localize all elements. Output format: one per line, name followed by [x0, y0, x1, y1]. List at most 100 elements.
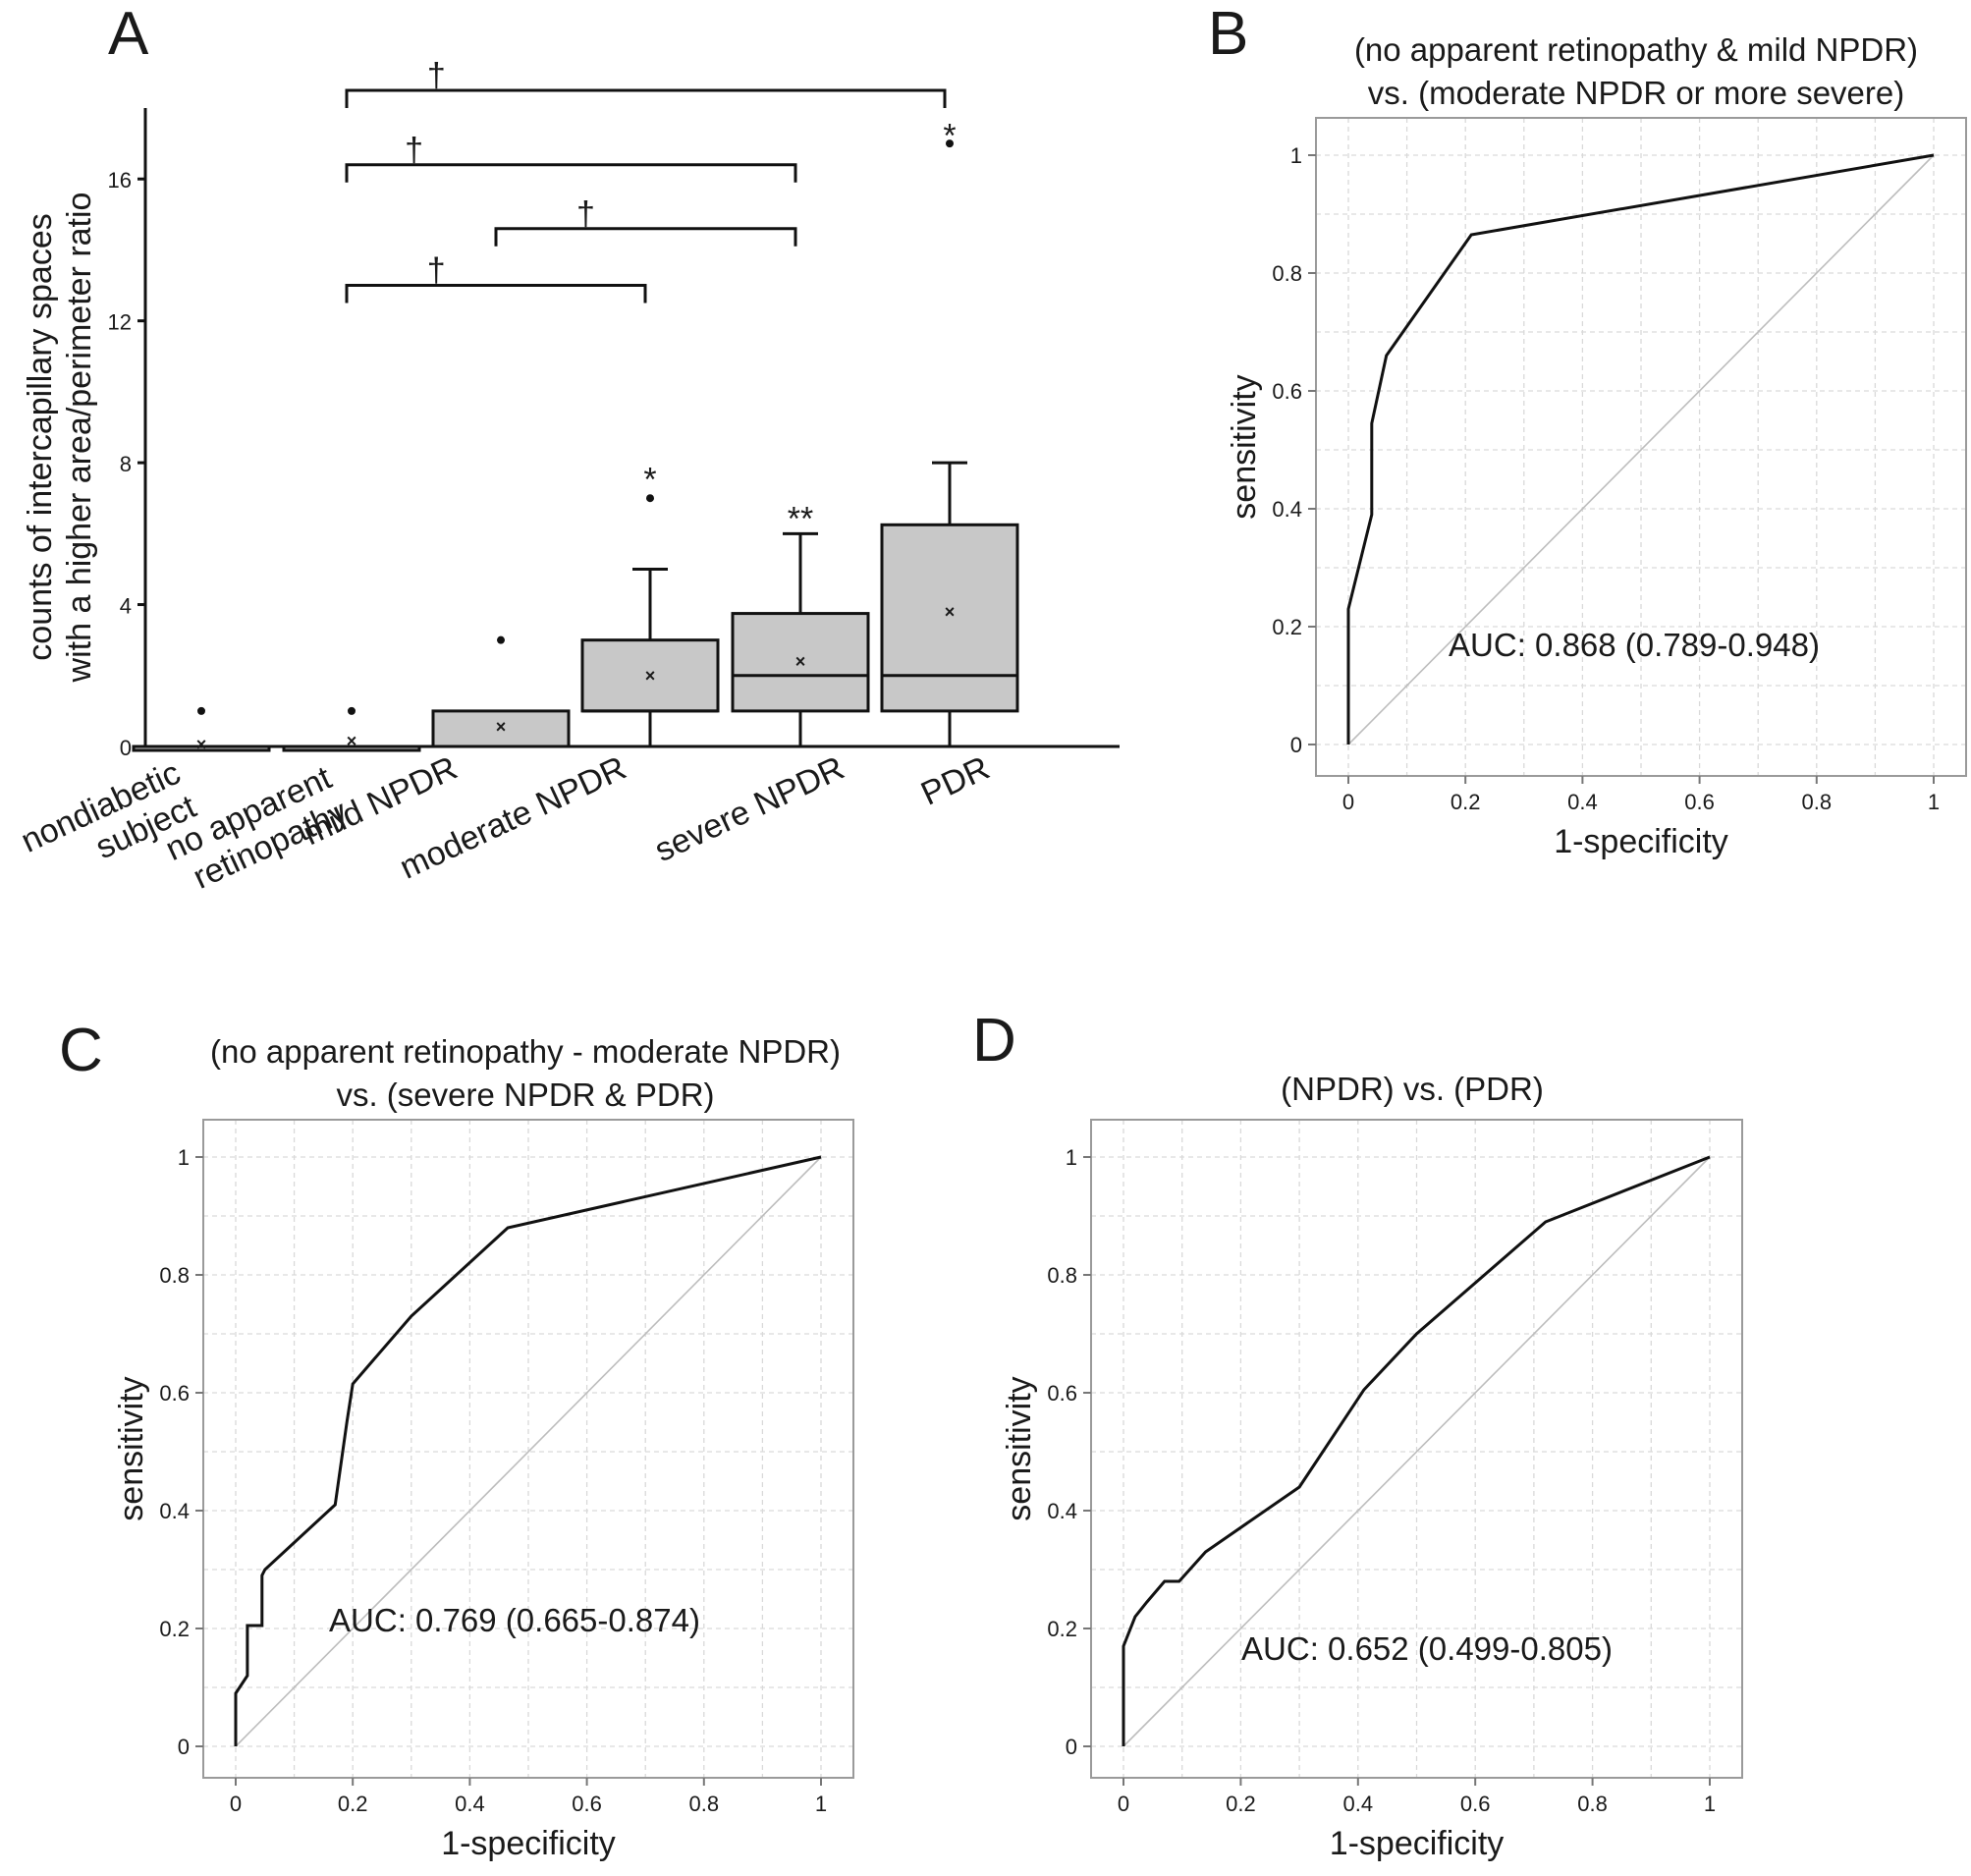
outlier-annotation-2: * [943, 117, 956, 154]
reference-diagonal [235, 1156, 822, 1747]
category-label-5: PDR [915, 749, 995, 813]
x-tick-label-1: 0.2 [1226, 1792, 1256, 1816]
x-tick-label-5: 1 [815, 1792, 827, 1816]
y-tick-label-3: 0.6 [1047, 1381, 1077, 1406]
y-tick-label-5: 1 [1066, 1145, 1077, 1170]
panel-c-letter: C [59, 1017, 103, 1084]
y-tick-label-2: 0.4 [159, 1499, 190, 1523]
box-5-iqr [880, 523, 1019, 713]
box-5-mean-marker: × [945, 602, 956, 622]
auc-label: AUC: 0.652 (0.499-0.805) [1241, 1630, 1613, 1667]
x-tick-label-0: 0 [1342, 790, 1354, 814]
x-tick-label-4: 0.8 [1577, 1792, 1608, 1816]
x-tick-label-4: 0.8 [1802, 790, 1833, 814]
comparison-symbol-2: † [576, 195, 595, 233]
box-5: × [880, 139, 1019, 748]
y-tick-label-5: 1 [178, 1145, 190, 1170]
panel-a-ytick-label-4: 16 [108, 168, 132, 193]
y-tick-label-4: 0.8 [1047, 1263, 1077, 1288]
box-2-iqr [431, 709, 571, 748]
box-4-mean-marker: × [795, 651, 806, 671]
reference-diagonal [1122, 1156, 1711, 1747]
box-4-iqr [731, 612, 870, 713]
panel-a-letter: A [108, 0, 149, 68]
box-1-outlier-0 [348, 706, 356, 715]
y-axis-title: sensitivity [1001, 1376, 1038, 1520]
box-1: × [282, 706, 421, 752]
x-tick-label-3: 0.6 [1684, 790, 1715, 814]
box-0: × [132, 706, 271, 754]
panel-a-ytick-label-1: 4 [120, 594, 132, 619]
y-tick-label-4: 0.8 [159, 1263, 190, 1288]
x-tick-label-2: 0.4 [1567, 790, 1598, 814]
x-tick-label-1: 0.2 [1451, 790, 1481, 814]
comparison-symbol-1: † [405, 132, 423, 169]
box-2-mean-marker: × [496, 717, 507, 737]
panel-a: A 0 4 8 12 16 counts of intercapillary spaces w… [16, 0, 1120, 897]
box-3-mean-marker: × [645, 666, 656, 686]
box-4: × [731, 531, 870, 748]
category-label-4-line-0: severe NPDR [649, 749, 849, 869]
box-2-outlier-0 [497, 635, 505, 644]
auc-label: AUC: 0.769 (0.665-0.874) [329, 1602, 700, 1638]
box-0-mean-marker: × [196, 735, 207, 754]
y-tick-label-1: 0.2 [1047, 1617, 1077, 1641]
roc-curve [234, 1155, 822, 1746]
x-tick-label-0: 0 [1118, 1792, 1129, 1816]
roc-curve [1346, 153, 1935, 745]
comparison-symbol-3: † [427, 252, 446, 290]
box-1-mean-marker: × [347, 732, 357, 751]
category-label-4: severe NPDR [649, 749, 849, 869]
plot-frame [202, 1119, 854, 1779]
y-axis-title: sensitivity [1226, 374, 1263, 519]
box-3: × [580, 494, 720, 748]
comparison-bracket-2 [494, 227, 797, 247]
panel-a-ylabel-line1: counts of intercapillary spaces [22, 213, 59, 660]
panel-b-letter: B [1208, 0, 1248, 68]
y-tick-label-4: 0.8 [1272, 261, 1302, 286]
y-tick-label-0: 0 [1066, 1735, 1077, 1759]
roc-title-line2: vs. (severe NPDR & PDR) [336, 1076, 714, 1113]
panel-a-ytick-label-0: 0 [120, 736, 132, 760]
x-tick-label-5: 1 [1928, 790, 1940, 814]
y-tick-label-1: 0.2 [1272, 615, 1302, 639]
category-label-5-line-0: PDR [915, 749, 995, 813]
x-axis-title: 1-specificity [1554, 823, 1728, 860]
plot-frame [1090, 1119, 1743, 1779]
y-tick-label-1: 0.2 [159, 1617, 190, 1641]
panel-a-ytick-label-3: 12 [108, 310, 132, 335]
roc-title-line2: vs. (moderate NPDR or more severe) [1368, 75, 1904, 111]
box-3-outlier-0 [646, 494, 654, 503]
x-tick-label-0: 0 [230, 1792, 242, 1816]
y-tick-label-2: 0.4 [1272, 497, 1302, 522]
box-5-outlier-0 [946, 139, 954, 148]
y-tick-label-0: 0 [178, 1735, 190, 1759]
x-tick-label-3: 0.6 [572, 1792, 602, 1816]
panel-b: B (no apparent retinopathy & mild NPDR) vs… [1208, 0, 1967, 860]
comparison-bracket-0 [345, 88, 947, 108]
y-axis-title: sensitivity [113, 1376, 150, 1520]
comparison-bracket-3 [345, 284, 647, 303]
x-tick-label-2: 0.4 [455, 1792, 485, 1816]
x-tick-label-5: 1 [1704, 1792, 1716, 1816]
y-tick-label-3: 0.6 [1272, 379, 1302, 404]
y-tick-label-3: 0.6 [159, 1381, 190, 1406]
x-tick-label-4: 0.8 [689, 1792, 720, 1816]
box-2: × [431, 635, 571, 748]
roc-title-line1: (no apparent retinopathy & mild NPDR) [1354, 31, 1918, 68]
x-axis-title: 1-specificity [441, 1825, 616, 1862]
x-tick-label-1: 0.2 [338, 1792, 368, 1816]
plot-frame [1315, 117, 1967, 777]
roc-title-line1: (NPDR) vs. (PDR) [1281, 1071, 1544, 1107]
reference-diagonal [1347, 154, 1935, 745]
panel-d: D (NPDR) vs. (PDR) 0 0 0.2 0.2 0.4 0.4 0.6 0.6 0.8… [972, 1007, 1743, 1862]
panel-a-ylabel-line2: with a higher area/perimeter ratio [61, 193, 98, 684]
outlier-annotation-1: ** [788, 500, 813, 537]
x-tick-label-3: 0.6 [1460, 1792, 1491, 1816]
roc-title-line1: (no apparent retinopathy - moderate NPDR… [210, 1033, 841, 1070]
box-0-outlier-0 [197, 706, 205, 715]
y-tick-label-0: 0 [1290, 733, 1302, 757]
x-tick-label-2: 0.4 [1343, 1792, 1374, 1816]
